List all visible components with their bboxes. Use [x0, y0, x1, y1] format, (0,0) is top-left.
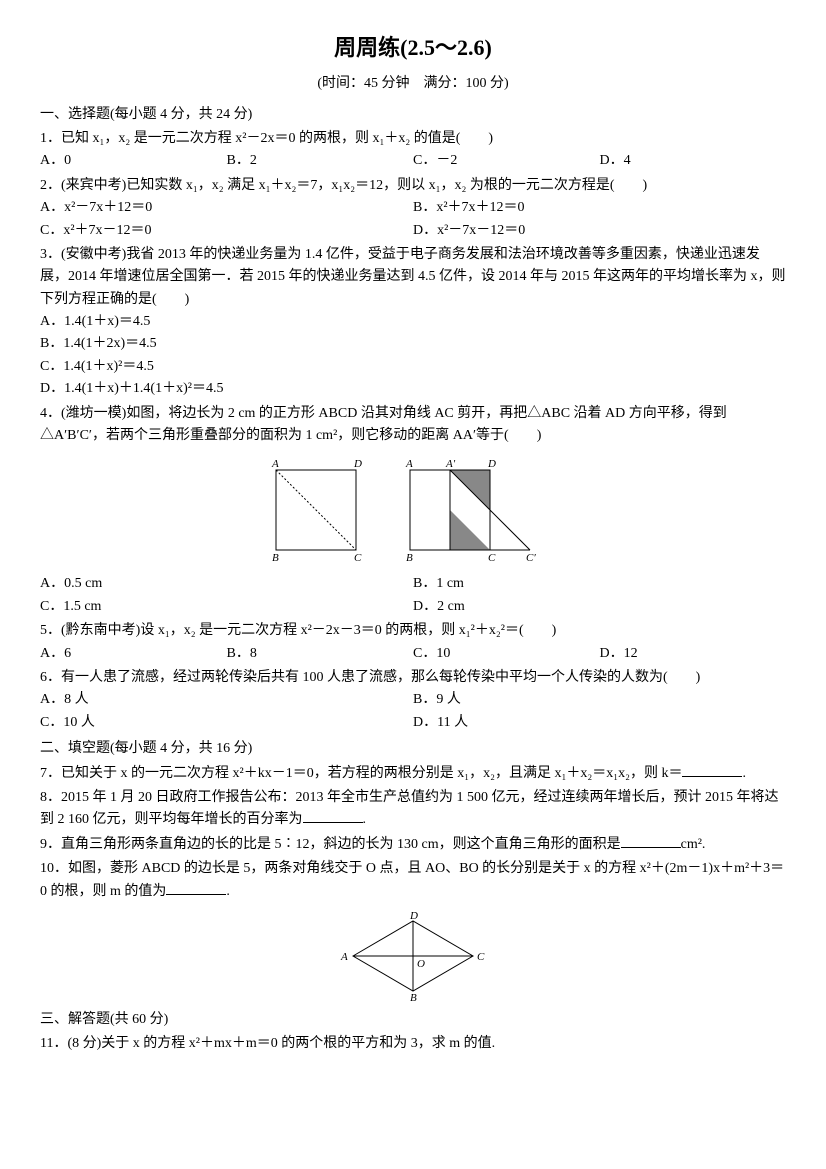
question-1: 1．已知 x₁，x₂ 是一元二次方程 x²－2x＝0 的两根，则 x₁＋x₂ 的…: [40, 128, 786, 173]
q7-blank: [682, 763, 742, 777]
svg-text:B: B: [272, 552, 279, 564]
question-9: 9．直角三角形两条直角边的长的比是 5∶12，斜边的长为 130 cm，则这个直…: [40, 834, 786, 856]
q6-opt-b: B．9 人: [413, 689, 786, 711]
q5-options: A．6 B．8 C．10 D．12: [40, 643, 786, 665]
q8-num: 8: [40, 790, 47, 805]
q7-text: ．已知关于 x 的一元二次方程 x²＋kx－1＝0，若方程的两根分别是 x₁，x…: [47, 766, 682, 781]
q11-text: ．(8 分)关于 x 的方程 x²＋mx＋m＝0 的两个根的平方和为 3，求 m…: [53, 1036, 495, 1051]
question-11: 11．(8 分)关于 x 的方程 x²＋mx＋m＝0 的两个根的平方和为 3，求…: [40, 1033, 786, 1055]
question-2: 2．(来宾中考)已知实数 x₁，x₂ 满足 x₁＋x₂＝7，x₁x₂＝12，则以…: [40, 175, 786, 242]
svg-text:D: D: [487, 458, 496, 470]
q5-opt-b: B．8: [227, 643, 414, 665]
q2-text: ．(来宾中考)已知实数 x₁，x₂ 满足 x₁＋x₂＝7，x₁x₂＝12，则以 …: [47, 178, 647, 193]
q1-opt-a: A．0: [40, 150, 227, 172]
q2-opt-c: C．x²＋7x－12＝0: [40, 220, 413, 242]
svg-text:A: A: [271, 458, 279, 470]
svg-text:C′: C′: [526, 552, 536, 564]
q1-options: A．0 B．2 C．－2 D．4: [40, 150, 786, 172]
q2-num: 2: [40, 178, 47, 193]
q10-rhombus-svg: A D C B O: [333, 911, 493, 1001]
q10-blank: [166, 881, 226, 895]
q7-tail: .: [742, 766, 746, 781]
q6-num: 6: [40, 670, 47, 685]
q7-num: 7: [40, 766, 47, 781]
q10-num: 10: [40, 861, 54, 876]
svg-text:A′: A′: [445, 458, 456, 470]
q10-text: ．如图，菱形 ABCD 的边长是 5，两条对角线交于 O 点，且 AO、BO 的…: [40, 861, 784, 898]
q9-blank: [621, 834, 681, 848]
q9-tail: cm².: [681, 837, 706, 852]
q8-blank: [303, 809, 363, 823]
q8-tail: .: [363, 812, 367, 827]
q2-options: A．x²－7x＋12＝0 B．x²＋7x＋12＝0 C．x²＋7x－12＝0 D…: [40, 197, 786, 242]
svg-text:C: C: [354, 552, 362, 564]
q5-opt-c: C．10: [413, 643, 600, 665]
q2-opt-b: B．x²＋7x＋12＝0: [413, 197, 786, 219]
q5-text: ．(黔东南中考)设 x₁，x₂ 是一元二次方程 x²－2x－3＝0 的两根，则 …: [47, 623, 556, 638]
svg-text:D: D: [409, 911, 418, 922]
q2-opt-a: A．x²－7x＋12＝0: [40, 197, 413, 219]
question-5: 5．(黔东南中考)设 x₁，x₂ 是一元二次方程 x²－2x－3＝0 的两根，则…: [40, 620, 786, 665]
q1-opt-d: D．4: [600, 150, 787, 172]
q1-num: 1: [40, 131, 47, 146]
question-3: 3．(安徽中考)我省 2013 年的快递业务量为 1.4 亿件，受益于电子商务发…: [40, 244, 786, 401]
question-10: 10．如图，菱形 ABCD 的边长是 5，两条对角线交于 O 点，且 AO、BO…: [40, 858, 786, 1001]
q6-text: ．有一人患了流感，经过两轮传染后共有 100 人患了流感，那么每轮传染中平均一个…: [47, 670, 700, 685]
q4-options: A．0.5 cm B．1 cm C．1.5 cm D．2 cm: [40, 573, 786, 618]
question-6: 6．有一人患了流感，经过两轮传染后共有 100 人患了流感，那么每轮传染中平均一…: [40, 667, 786, 734]
q5-opt-a: A．6: [40, 643, 227, 665]
q9-text: ．直角三角形两条直角边的长的比是 5∶12，斜边的长为 130 cm，则这个直角…: [47, 837, 621, 852]
q1-text: ．已知 x₁，x₂ 是一元二次方程 x²－2x＝0 的两根，则 x₁＋x₂ 的值…: [47, 131, 493, 146]
q4-text: ．(潍坊一模)如图，将边长为 2 cm 的正方形 ABCD 沿其对角线 AC 剪…: [40, 406, 727, 443]
q1-opt-c: C．－2: [413, 150, 600, 172]
page-subtitle: (时间：45 分钟 满分：100 分): [40, 73, 786, 95]
q11-num: 11: [40, 1036, 53, 1051]
question-8: 8．2015 年 1 月 20 日政府工作报告公布：2013 年全市生产总值约为…: [40, 787, 786, 832]
section-3-header: 三、解答题(共 60 分): [40, 1009, 786, 1031]
q2-opt-d: D．x²－7x－12＝0: [413, 220, 786, 242]
svg-text:O: O: [417, 958, 425, 970]
q4-opt-b: B．1 cm: [413, 573, 786, 595]
q1-opt-b: B．2: [227, 150, 414, 172]
svg-text:C: C: [477, 951, 485, 963]
q3-num: 3: [40, 247, 47, 262]
q9-num: 9: [40, 837, 47, 852]
q3-options: A．1.4(1＋x)＝4.5 B．1.4(1＋2x)＝4.5 C．1.4(1＋x…: [40, 311, 786, 401]
q6-opt-d: D．11 人: [413, 712, 786, 734]
q10-tail: .: [226, 884, 230, 899]
q8-text: ．2015 年 1 月 20 日政府工作报告公布：2013 年全市生产总值约为 …: [40, 790, 779, 827]
q4-square-svg: A D B C: [256, 455, 386, 565]
section-2-header: 二、填空题(每小题 4 分，共 16 分): [40, 738, 786, 760]
svg-text:D: D: [353, 458, 362, 470]
q6-opt-c: C．10 人: [40, 712, 413, 734]
q6-opt-a: A．8 人: [40, 689, 413, 711]
q4-figure: A D B C A A′ D B C C′: [40, 455, 786, 565]
q6-options: A．8 人 B．9 人 C．10 人 D．11 人: [40, 689, 786, 734]
question-4: 4．(潍坊一模)如图，将边长为 2 cm 的正方形 ABCD 沿其对角线 AC …: [40, 403, 786, 619]
section-1-header: 一、选择题(每小题 4 分，共 24 分): [40, 104, 786, 126]
q4-opt-a: A．0.5 cm: [40, 573, 413, 595]
q4-num: 4: [40, 406, 47, 421]
q10-figure: A D C B O: [40, 911, 786, 1001]
svg-text:A: A: [405, 458, 413, 470]
svg-text:A: A: [340, 951, 348, 963]
q5-num: 5: [40, 623, 47, 638]
svg-text:B: B: [410, 992, 417, 1001]
q3-opt-b: B．1.4(1＋2x)＝4.5: [40, 333, 786, 355]
page-title: 周周练(2.5～2.6): [40, 30, 786, 65]
q4-opt-d: D．2 cm: [413, 596, 786, 618]
q3-opt-d: D．1.4(1＋x)＋1.4(1＋x)²＝4.5: [40, 378, 786, 400]
q3-opt-c: C．1.4(1＋x)²＝4.5: [40, 356, 786, 378]
question-7: 7．已知关于 x 的一元二次方程 x²＋kx－1＝0，若方程的两根分别是 x₁，…: [40, 763, 786, 785]
svg-text:C: C: [488, 552, 496, 564]
q3-text: ．(安徽中考)我省 2013 年的快递业务量为 1.4 亿件，受益于电子商务发展…: [40, 247, 786, 307]
q5-opt-d: D．12: [600, 643, 787, 665]
q4-opt-c: C．1.5 cm: [40, 596, 413, 618]
q3-opt-a: A．1.4(1＋x)＝4.5: [40, 311, 786, 333]
svg-text:B: B: [406, 552, 413, 564]
q4-shifted-svg: A A′ D B C C′: [390, 455, 570, 565]
